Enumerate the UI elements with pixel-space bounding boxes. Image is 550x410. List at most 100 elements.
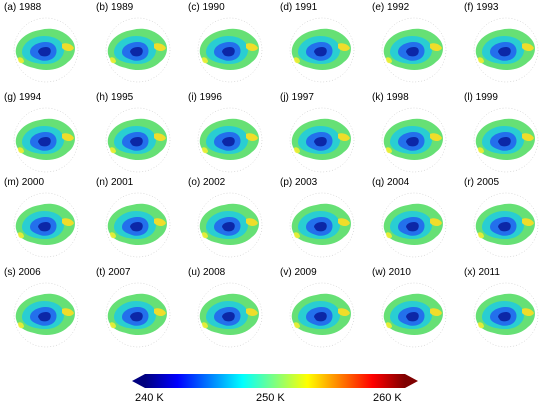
map-panel: (b) 1989 — [92, 0, 184, 85]
panel-label: (d) 1991 — [280, 2, 318, 13]
panel-label: (j) 1997 — [280, 92, 314, 103]
arctic-temperature-map — [13, 107, 79, 173]
arctic-temperature-map — [289, 107, 355, 173]
arctic-temperature-map — [197, 17, 263, 83]
temperature-region — [38, 137, 51, 147]
temperature-region — [498, 137, 511, 147]
panel-label: (t) 2007 — [96, 267, 131, 278]
coastline-outline — [105, 107, 171, 173]
colorbar-tick-250: 250 K — [256, 392, 285, 404]
coastline-outline — [197, 282, 263, 348]
map-panel: (a) 1988 — [0, 0, 92, 85]
map-panel: (k) 1998 — [368, 90, 460, 175]
temperature-region — [202, 232, 208, 239]
temperature-region — [62, 218, 74, 226]
map-panel: (q) 2004 — [368, 175, 460, 260]
arctic-temperature-map — [381, 17, 447, 83]
temperature-region — [246, 133, 258, 141]
arctic-temperature-map — [289, 192, 355, 258]
arctic-temperature-map — [381, 192, 447, 258]
colorbar-tick-240: 240 K — [135, 392, 164, 404]
temperature-region — [130, 47, 143, 57]
arctic-temperature-map — [381, 107, 447, 173]
temperature-region — [130, 137, 143, 147]
temperature-region — [386, 232, 392, 239]
temperature-region — [38, 222, 51, 232]
temperature-region — [314, 222, 327, 232]
coastline-outline — [473, 107, 539, 173]
arctic-temperature-map — [289, 282, 355, 348]
temperature-region — [110, 147, 116, 154]
temperature-region — [478, 147, 484, 154]
map-panel: (r) 2005 — [460, 175, 550, 260]
arctic-temperature-map — [105, 107, 171, 173]
colorbar-low-arrow — [132, 374, 145, 388]
panel-label: (x) 2011 — [464, 267, 500, 278]
coastline-outline — [381, 107, 447, 173]
temperature-region — [314, 47, 327, 57]
coastline-outline — [289, 192, 355, 258]
temperature-region — [110, 232, 116, 239]
temperature-region — [478, 57, 484, 64]
arctic-temperature-map — [197, 192, 263, 258]
coastline-outline — [13, 192, 79, 258]
colorbar-tick-260: 260 K — [373, 392, 402, 404]
panel-label: (w) 2010 — [372, 267, 411, 278]
temperature-region — [498, 222, 511, 232]
coastline-outline — [289, 17, 355, 83]
temperature-region — [110, 57, 116, 64]
temperature-region — [202, 322, 208, 329]
temperature-region — [406, 222, 419, 232]
panel-label: (c) 1990 — [188, 2, 225, 13]
map-panel: (x) 2011 — [460, 265, 550, 350]
temperature-region — [406, 137, 419, 147]
coastline-outline — [105, 17, 171, 83]
coastline-outline — [197, 17, 263, 83]
panel-label: (r) 2005 — [464, 177, 500, 188]
map-panel: (m) 2000 — [0, 175, 92, 260]
colorbar-bar — [145, 374, 405, 388]
map-panel: (e) 1992 — [368, 0, 460, 85]
map-panel: (l) 1999 — [460, 90, 550, 175]
temperature-region — [62, 43, 74, 51]
coastline-outline — [13, 282, 79, 348]
temperature-region — [338, 218, 350, 226]
coastline-outline — [381, 282, 447, 348]
panel-label: (p) 2003 — [280, 177, 318, 188]
temperature-region — [498, 312, 511, 322]
temperature-region — [154, 133, 166, 141]
map-panel: (c) 1990 — [184, 0, 276, 85]
arctic-temperature-map — [473, 107, 539, 173]
temperature-region — [522, 133, 534, 141]
coastline-outline — [289, 107, 355, 173]
map-panel: (o) 2002 — [184, 175, 276, 260]
coastline-outline — [197, 192, 263, 258]
temperature-region — [38, 312, 51, 322]
panel-label: (n) 2001 — [96, 177, 134, 188]
coastline-outline — [473, 282, 539, 348]
temperature-region — [478, 322, 484, 329]
coastline-outline — [289, 282, 355, 348]
temperature-region — [62, 133, 74, 141]
temperature-region — [130, 222, 143, 232]
arctic-temperature-map — [105, 282, 171, 348]
panel-label: (q) 2004 — [372, 177, 410, 188]
temperature-region — [38, 47, 51, 57]
panel-label: (f) 1993 — [464, 2, 499, 13]
map-grid: (a) 1988 (b) 1989 (c) 1990 (d) 1991 (e) 1992… — [0, 0, 550, 350]
arctic-temperature-map — [13, 17, 79, 83]
temperature-region — [430, 218, 442, 226]
arctic-temperature-map — [473, 192, 539, 258]
arctic-temperature-map — [13, 282, 79, 348]
panel-label: (v) 2009 — [280, 267, 317, 278]
panel-label: (b) 1989 — [96, 2, 134, 13]
temperature-region — [338, 308, 350, 316]
temperature-region — [110, 322, 116, 329]
coastline-outline — [197, 107, 263, 173]
panel-label: (a) 1988 — [4, 2, 42, 13]
temperature-region — [294, 232, 300, 239]
map-panel: (w) 2010 — [368, 265, 460, 350]
temperature-region — [154, 218, 166, 226]
panel-label: (s) 2006 — [4, 267, 41, 278]
coastline-outline — [381, 192, 447, 258]
